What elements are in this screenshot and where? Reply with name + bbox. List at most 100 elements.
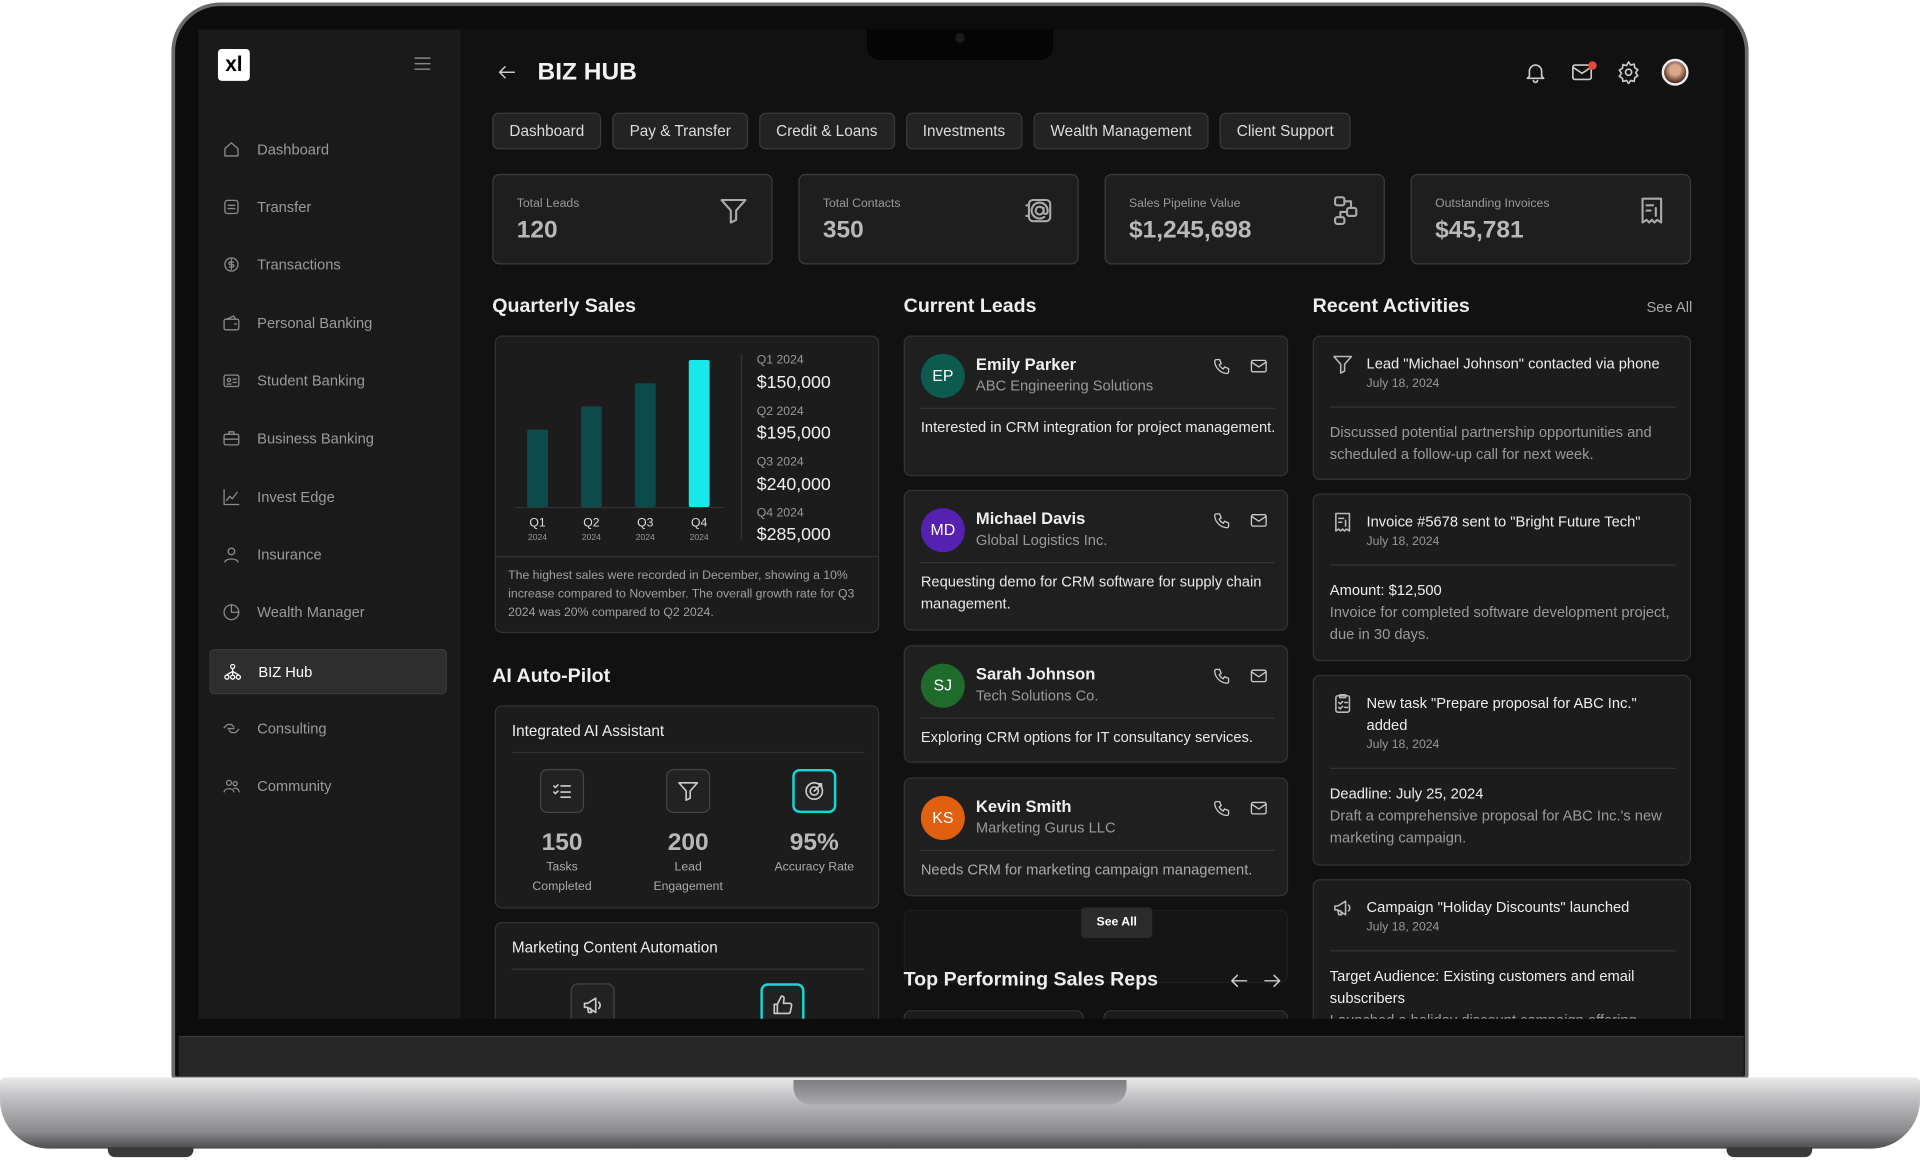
bar-category-label: Q3 xyxy=(637,516,654,530)
nav-item[interactable]: Consulting xyxy=(209,707,447,752)
divider xyxy=(495,555,878,558)
avatar[interactable] xyxy=(1661,58,1689,86)
tab[interactable]: Dashboard xyxy=(492,112,602,150)
metric-value: 95% xyxy=(789,828,839,856)
settings-button[interactable] xyxy=(1616,60,1640,85)
funnel-icon xyxy=(678,782,699,802)
activity-header: Invoice #5678 sent to "Bright Future Tec… xyxy=(1314,495,1690,553)
tab[interactable]: Credit & Loans xyxy=(758,112,895,150)
legend-quarter: Q1 xyxy=(756,353,774,368)
activity-card: Lead "Michael Johnson" contacted via pho… xyxy=(1312,335,1692,481)
legend-year: 2024 xyxy=(776,353,804,368)
nav-item[interactable]: Student Banking xyxy=(209,359,447,404)
call-button[interactable] xyxy=(1212,666,1232,686)
home-icon xyxy=(224,141,239,156)
email-button[interactable] xyxy=(1249,356,1269,376)
legend-value: $195,000 xyxy=(756,423,831,444)
see-all-link[interactable]: See All xyxy=(1646,298,1693,316)
tab[interactable]: Investments xyxy=(905,112,1023,150)
metric-icon-box xyxy=(540,768,585,814)
bar-category-label: Q2 xyxy=(583,516,600,530)
lead-name: Sarah Johnson xyxy=(975,665,1096,684)
stat-label: Total Contacts xyxy=(822,196,901,211)
metric-value: 200 xyxy=(667,828,709,856)
pipe-icon xyxy=(1334,196,1358,225)
nav-label: Student Banking xyxy=(257,372,365,390)
stat-label: Outstanding Invoices xyxy=(1435,196,1550,211)
activity-body: Deadline: July 25, 2024 Draft a comprehen… xyxy=(1314,769,1690,862)
bar-year-label: 2024 xyxy=(636,532,655,542)
stat-label: Sales Pipeline Value xyxy=(1128,196,1241,211)
email-button[interactable] xyxy=(1249,511,1269,531)
tab[interactable]: Wealth Management xyxy=(1033,112,1209,150)
mega-icon xyxy=(583,997,601,1014)
legend-year: 2024 xyxy=(776,455,804,469)
laptop-foot xyxy=(1726,1147,1813,1158)
activity-title: Campaign "Holiday Discounts" launched xyxy=(1366,898,1630,916)
bar xyxy=(634,383,656,507)
email-button[interactable] xyxy=(1249,666,1269,686)
divider xyxy=(1329,767,1677,769)
nav-label: Wealth Manager xyxy=(257,604,365,622)
list-icon xyxy=(553,784,572,798)
section-title: Quarterly Sales xyxy=(492,295,637,317)
nav-item[interactable]: Wealth Manager xyxy=(209,591,447,636)
lead-avatar: SJ xyxy=(920,663,965,708)
nav-item[interactable]: Transfer xyxy=(209,185,447,230)
thumb-icon xyxy=(773,995,793,1015)
legend-quarter: Q4 xyxy=(756,506,774,520)
tab[interactable]: Client Support xyxy=(1219,112,1351,150)
stat-card: Outstanding Invoices $45,781 xyxy=(1410,173,1692,265)
next-button[interactable] xyxy=(1261,970,1283,992)
activity-content: New task "Prepare proposal for ABC Inc."… xyxy=(1314,676,1690,862)
nav-item[interactable]: Personal Banking xyxy=(209,301,447,346)
email-button[interactable] xyxy=(1249,798,1269,818)
nav-item[interactable]: Dashboard xyxy=(209,127,447,172)
activity-content: Invoice #5678 sent to "Bright Future Tec… xyxy=(1314,495,1690,659)
activity-header: Campaign "Holiday Discounts" launched Jul… xyxy=(1314,880,1690,938)
card-title: Marketing Content Automation xyxy=(511,939,718,957)
logo[interactable]: xl xyxy=(217,48,250,81)
laptop-notch xyxy=(793,1080,1127,1105)
back-button[interactable] xyxy=(496,61,518,83)
notifications-button[interactable] xyxy=(1523,60,1547,84)
menu-button[interactable] xyxy=(411,53,433,75)
nav-item[interactable]: Insurance xyxy=(209,533,447,578)
nav-item[interactable]: Business Banking xyxy=(209,417,447,462)
divider xyxy=(919,562,1275,564)
legend-year: 2024 xyxy=(776,506,804,520)
task-icon xyxy=(1334,693,1350,713)
previous-button[interactable] xyxy=(1228,970,1250,992)
nav-item[interactable]: BIZ Hub xyxy=(209,648,447,694)
nav-label: Invest Edge xyxy=(257,488,335,506)
activity-card: Invoice #5678 sent to "Bright Future Tec… xyxy=(1312,493,1692,662)
activity-body: Discussed potential partnership opportun… xyxy=(1314,408,1690,479)
rep-card xyxy=(903,1010,1084,1019)
user-icon xyxy=(224,547,239,563)
nav-item[interactable]: Invest Edge xyxy=(209,475,447,520)
funnel-icon xyxy=(720,198,747,224)
activity-detail: Deadline: July 25, 2024 xyxy=(1329,784,1484,803)
tab[interactable]: Pay & Transfer xyxy=(612,112,748,150)
lead-company: ABC Engineering Solutions xyxy=(975,377,1154,395)
nav-label: Business Banking xyxy=(257,430,374,448)
lead-note: Exploring CRM options for IT consultancy… xyxy=(920,728,1253,746)
activity-title: New task "Prepare proposal for ABC Inc."… xyxy=(1366,694,1637,734)
activity-card: New task "Prepare proposal for ABC Inc."… xyxy=(1312,674,1692,866)
call-button[interactable] xyxy=(1212,356,1232,376)
metric-icon-box xyxy=(666,768,711,814)
nav-item[interactable]: Transactions xyxy=(209,243,447,288)
camera xyxy=(955,33,965,43)
lead-company: Marketing Gurus LLC xyxy=(975,819,1116,837)
call-button[interactable] xyxy=(1212,798,1232,818)
see-all-button[interactable]: See All xyxy=(1081,907,1153,938)
messages-button[interactable] xyxy=(1570,60,1594,84)
lead-note: Requesting demo for CRM software for sup… xyxy=(920,573,1262,613)
stat-value: $45,781 xyxy=(1435,216,1524,244)
stat-card: Total Leads 120 xyxy=(492,173,773,265)
nav-item[interactable]: Community xyxy=(209,765,447,810)
activity-date: July 18, 2024 xyxy=(1366,920,1440,935)
lead-avatar: EP xyxy=(920,353,965,398)
call-button[interactable] xyxy=(1212,511,1232,531)
